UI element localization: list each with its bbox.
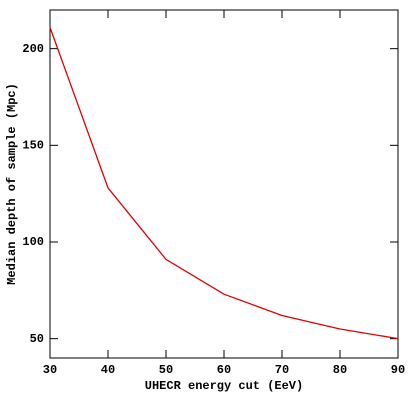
x-tick-label: 60 (217, 363, 231, 377)
y-axis-label: Median depth of sample (Mpc) (5, 83, 19, 285)
x-tick-label: 50 (159, 363, 173, 377)
x-tick-label: 70 (275, 363, 289, 377)
y-tick-label: 100 (22, 235, 44, 249)
x-axis-label: UHECR energy cut (EeV) (145, 379, 303, 393)
x-tick-label: 80 (333, 363, 347, 377)
plot-frame (49, 9, 399, 359)
x-tick-label: 90 (391, 363, 405, 377)
y-tick-label: 150 (22, 139, 44, 153)
x-tick-label: 40 (101, 363, 115, 377)
x-tick-label: 30 (43, 363, 57, 377)
y-tick-label: 50 (30, 332, 44, 346)
y-tick-label: 200 (22, 42, 44, 56)
data-line (49, 27, 399, 340)
